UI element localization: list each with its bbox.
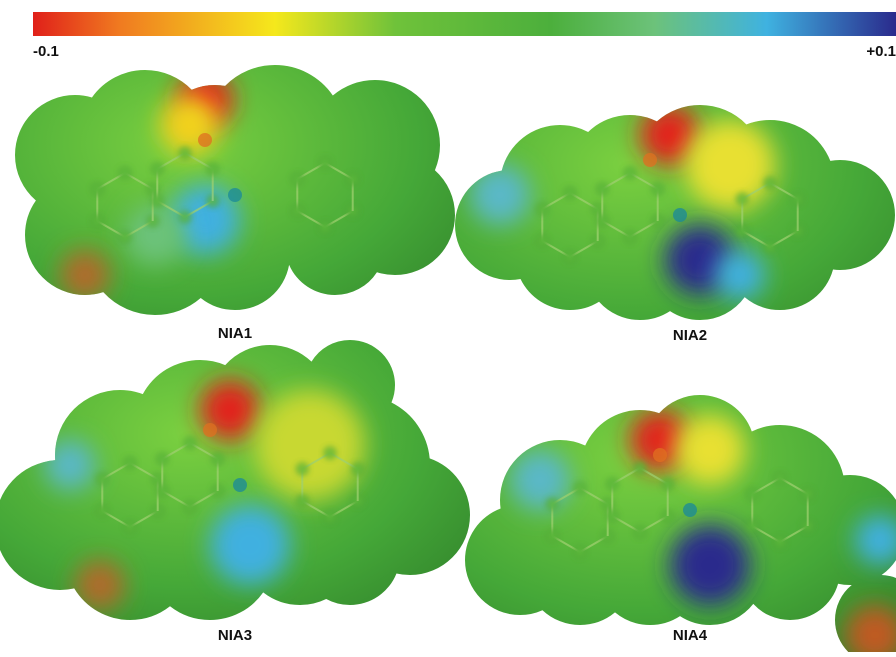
color-bar-min: -0.1	[33, 43, 59, 60]
color-bar-max: +0.1	[866, 43, 896, 60]
panel-label: NIA4	[673, 627, 708, 644]
molecule-panel: NIA4	[430, 340, 896, 652]
panel-label: NIA1	[218, 325, 252, 342]
panel-label: NIA3	[218, 627, 252, 644]
molecule-panel: NIA3	[0, 315, 500, 652]
figure: -0.1 +0.1 NIA1 NIA2 NIA3 NIA4	[0, 0, 896, 652]
potential-surface	[0, 25, 495, 365]
color-bar	[33, 12, 896, 36]
molecule-panel: NIA2	[420, 45, 896, 385]
potential-surface	[0, 315, 500, 652]
molecule-panel: NIA1	[0, 25, 495, 365]
panel-label: NIA2	[673, 327, 707, 344]
potential-surface	[430, 340, 896, 652]
